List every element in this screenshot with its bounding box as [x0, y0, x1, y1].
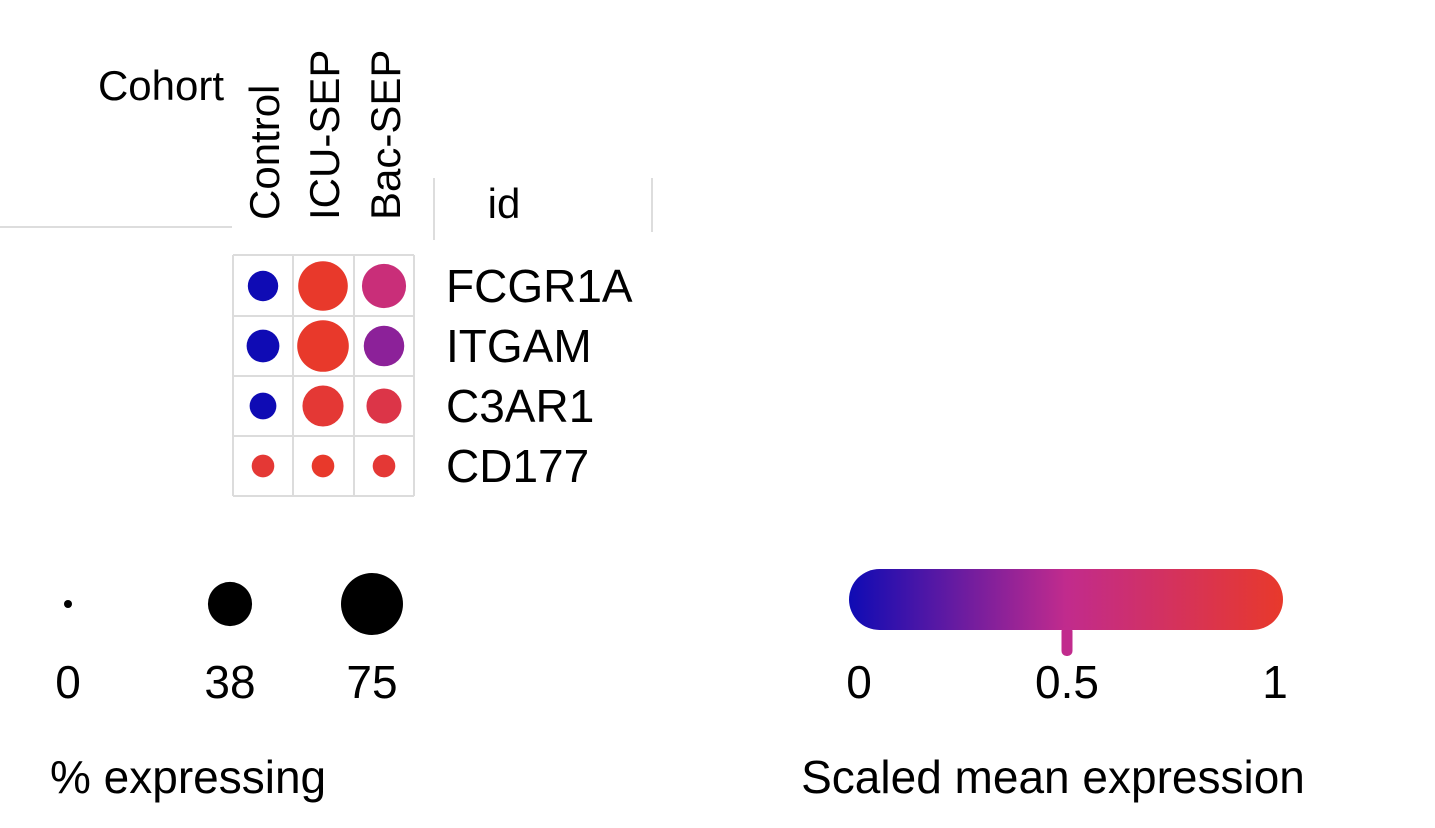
size-legend-label-38: 38 [204, 656, 255, 708]
color-legend-tick-1: 1 [1262, 656, 1288, 708]
dot-itgam-icu-sep [297, 320, 349, 372]
column-group-label: Cohort [98, 62, 224, 109]
color-legend-tick-0.5: 0.5 [1035, 656, 1099, 708]
color-legend-marker [1061, 626, 1073, 656]
row-label-c3ar1: C3AR1 [446, 380, 594, 432]
size-legend-dot-75 [341, 573, 403, 635]
dot-itgam-control [246, 329, 280, 363]
row-label-itgam: ITGAM [446, 320, 592, 372]
color-legend: Scaled mean expression 0 0.5 1 [801, 569, 1305, 803]
color-bar [849, 569, 1283, 630]
column-labels: Control ICU-SEP Bac-SEP [241, 50, 409, 220]
dot-c3ar1-control [249, 392, 277, 420]
size-legend-dot-0 [64, 600, 72, 608]
dot-fcgr1a-control [247, 270, 279, 302]
size-legend-label-75: 75 [346, 656, 397, 708]
row-header-label: id [488, 180, 521, 227]
row-label-fcgr1a: FCGR1A [446, 260, 633, 312]
dot-fcgr1a-bac-sep [361, 263, 407, 309]
dot-c3ar1-bac-sep [366, 388, 402, 424]
color-legend-tick-0: 0 [846, 656, 872, 708]
dot-itgam-bac-sep [363, 325, 405, 367]
column-label-icu-sep: ICU-SEP [301, 50, 348, 220]
size-legend: % expressing 0 38 75 [50, 573, 403, 803]
dot-c3ar1-icu-sep [302, 385, 344, 427]
column-label-control: Control [241, 85, 288, 220]
size-legend-title: % expressing [50, 751, 326, 803]
size-legend-label-0: 0 [55, 656, 81, 708]
column-label-bac-sep: Bac-SEP [362, 50, 409, 220]
dot-cd177-control [251, 454, 275, 478]
dots [246, 261, 407, 478]
dot-fcgr1a-icu-sep [298, 261, 348, 311]
row-label-cd177: CD177 [446, 440, 589, 492]
dot-cd177-bac-sep [372, 454, 396, 478]
dot-grid [232, 254, 415, 497]
color-legend-title: Scaled mean expression [801, 751, 1305, 803]
size-legend-dot-38 [207, 581, 253, 627]
row-labels: FCGR1A ITGAM C3AR1 CD177 [446, 260, 633, 492]
dot-cd177-icu-sep [311, 454, 335, 478]
